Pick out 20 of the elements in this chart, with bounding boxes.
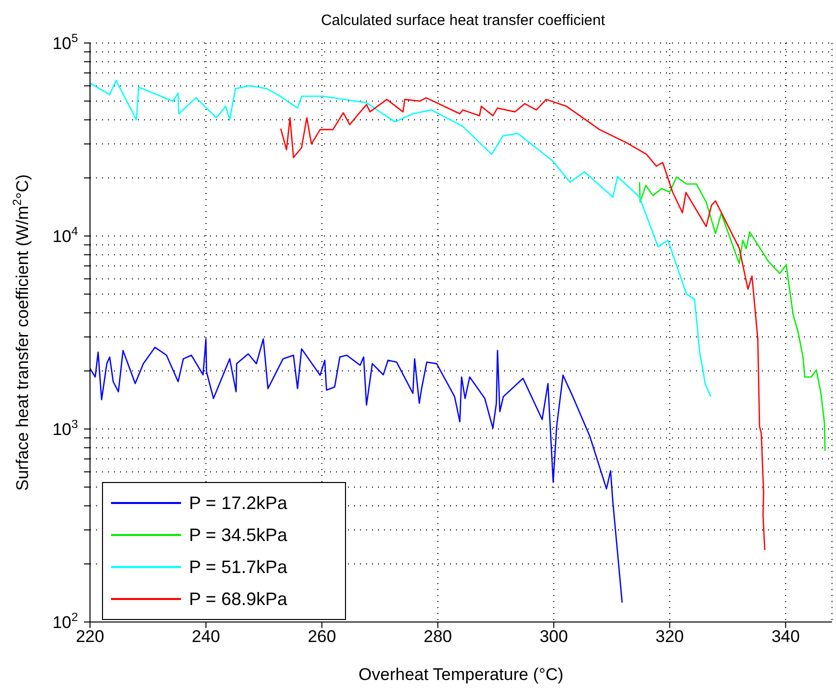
line-series: [638, 176, 826, 452]
y-tick-label: 10$^{2}$: [52, 610, 78, 632]
x-tick-label: 240: [192, 627, 220, 646]
line-series: [90, 80, 712, 398]
y-tick-label: 10$^{4}$: [52, 224, 78, 246]
legend-label: P = 17.2kPa: [189, 492, 288, 514]
legend-label: P = 68.9kPa: [189, 588, 288, 610]
y-tick-label: 10$^{3}$: [52, 417, 78, 439]
x-tick-label: 340: [771, 627, 800, 646]
x-tick-label: 260: [308, 627, 336, 646]
x-tick-label: 280: [424, 627, 452, 646]
chart-title: Calculated surface heat transfer coefficient: [320, 12, 606, 29]
x-tick-label: 300: [540, 627, 568, 646]
legend-label: P = 51.7kPa: [189, 556, 288, 578]
x-tick-label: 220: [76, 627, 104, 646]
x-axis-title: Overheat Temperature (°C): [358, 665, 564, 684]
x-tick-label: 320: [656, 627, 684, 646]
line-series: [90, 338, 623, 604]
y-tick-label: 10$^{5}$: [52, 31, 78, 53]
legend-label: P = 34.5kPa: [189, 524, 288, 546]
